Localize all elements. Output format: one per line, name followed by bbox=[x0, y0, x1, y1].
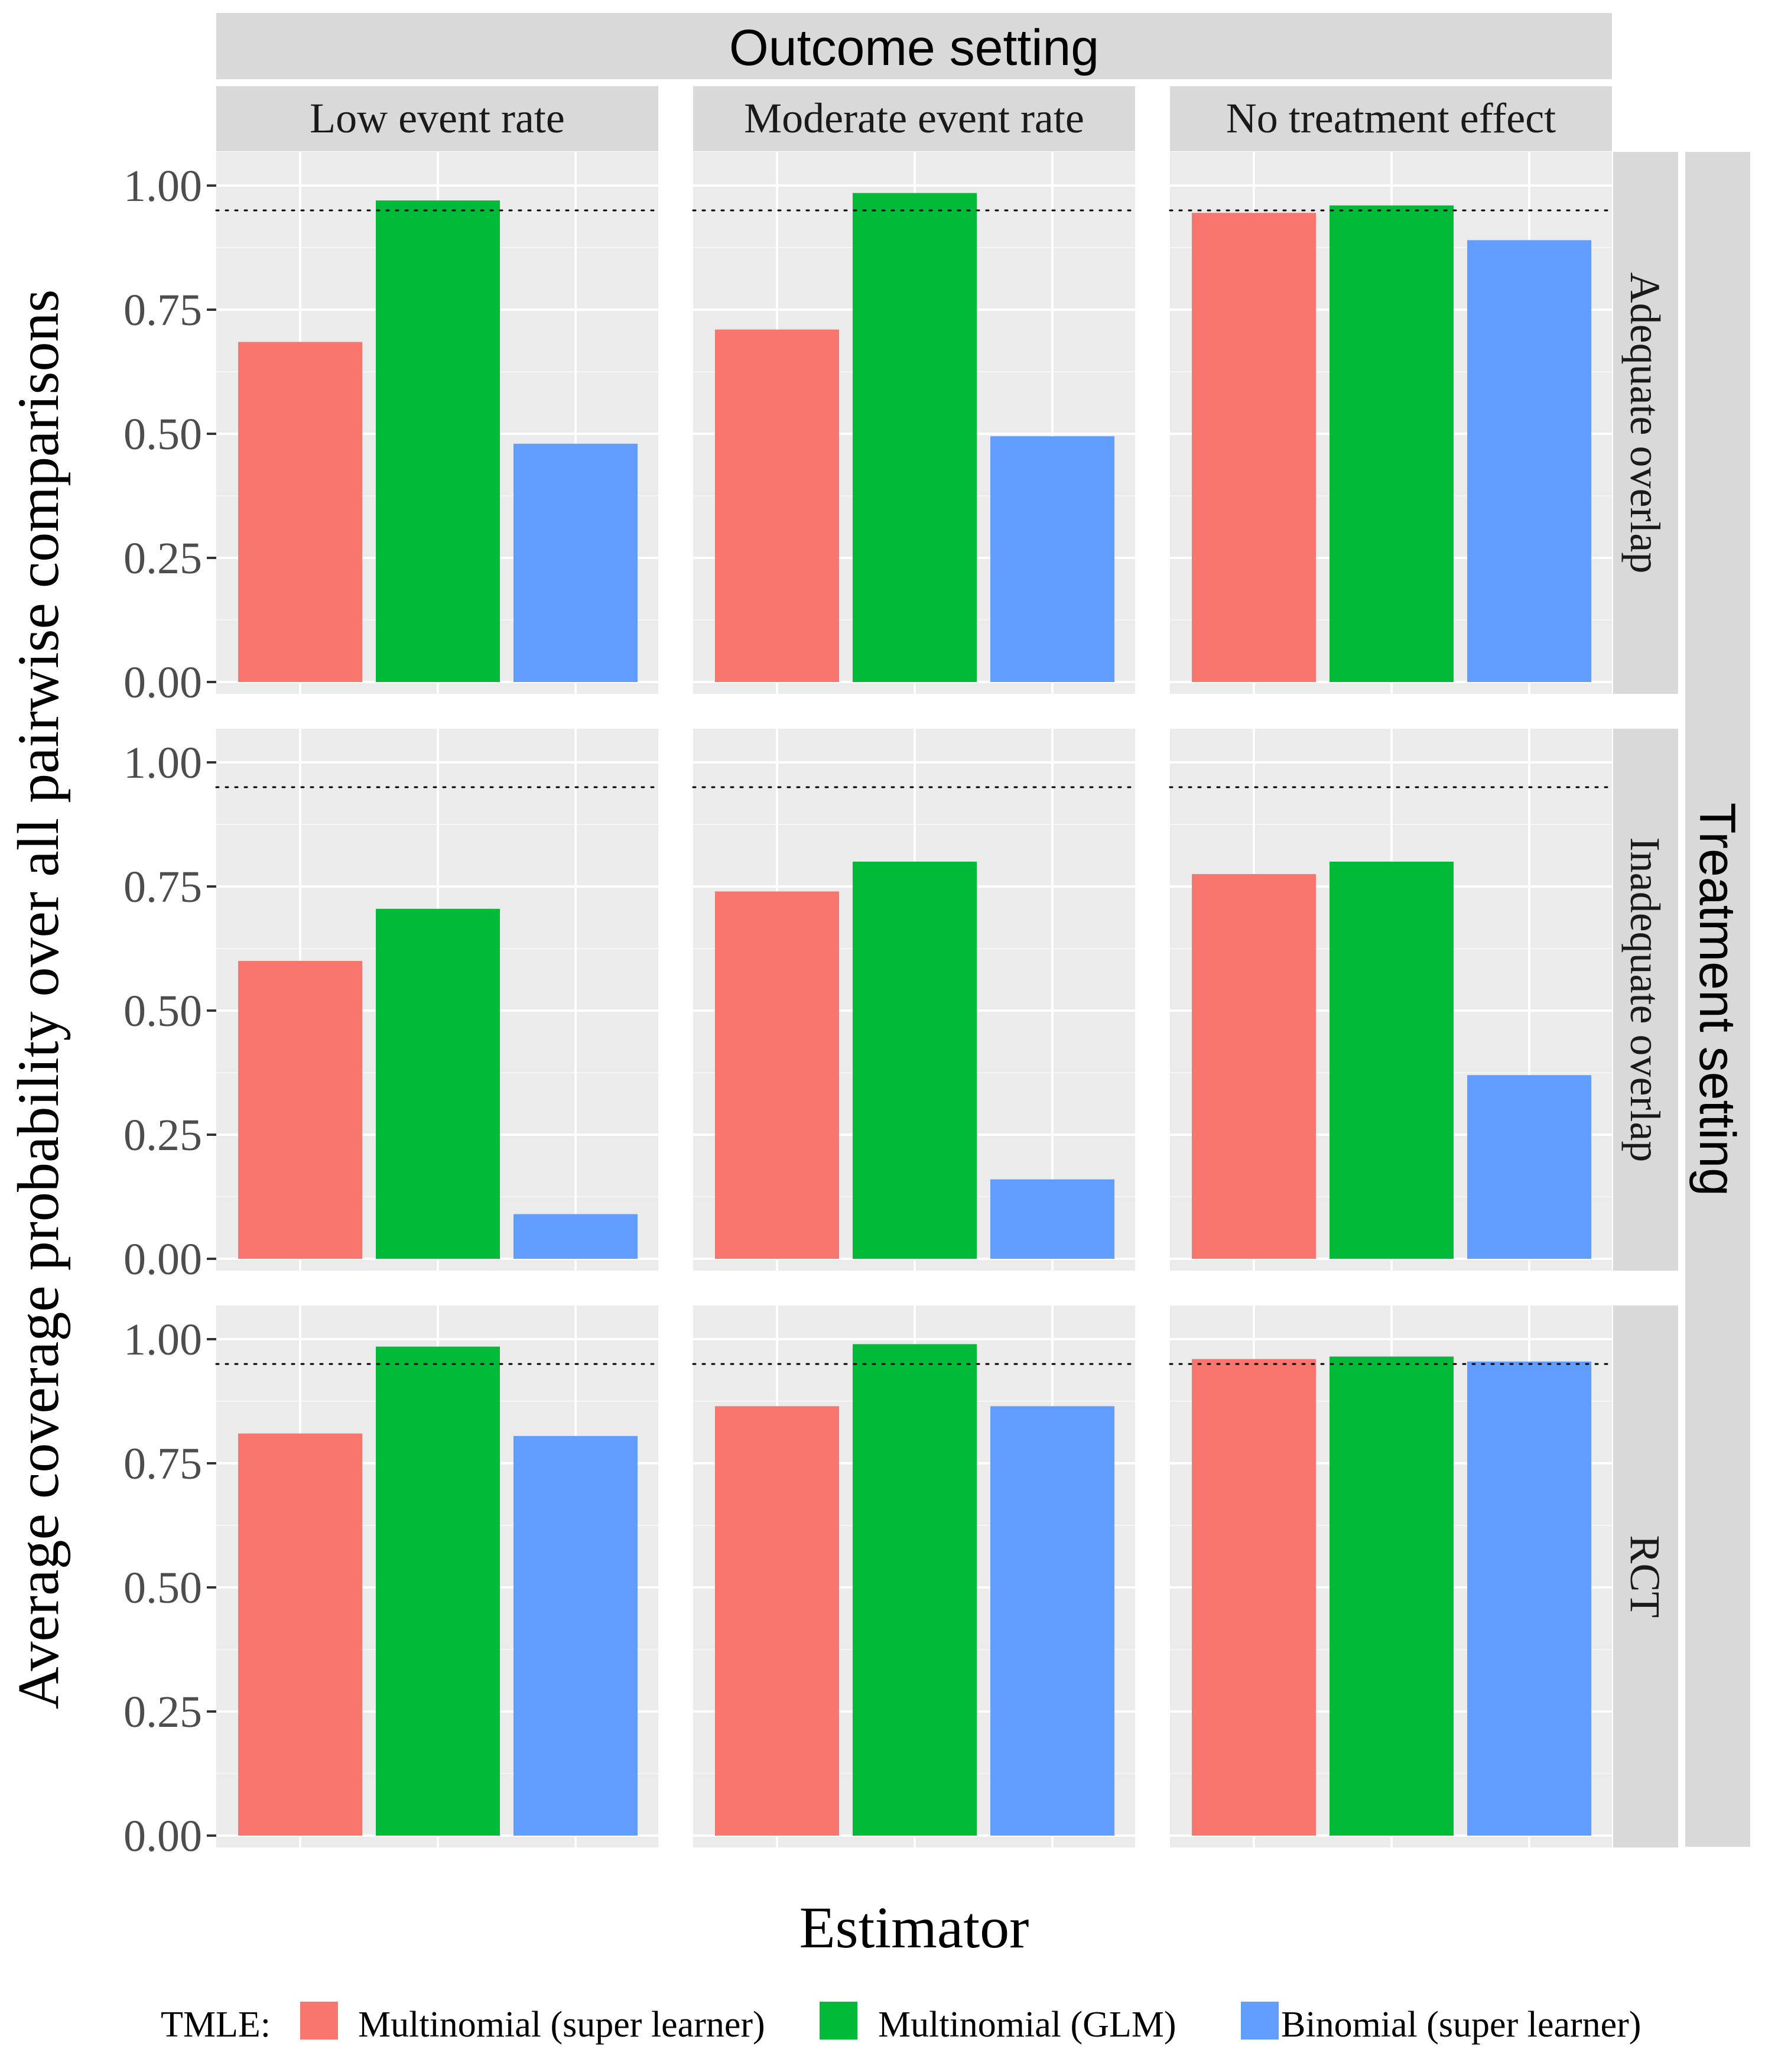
bar-binomial-super-learner-rct-low-event-rate bbox=[513, 1436, 638, 1836]
bar-multinomial-glm-adequate-overlap-low-event-rate bbox=[376, 200, 500, 682]
bar-binomial-super-learner-adequate-overlap-low-event-rate bbox=[513, 443, 638, 682]
y-axis-inadequate-overlap: 0.00 0.25 0.50 0.75 1.00 bbox=[123, 738, 216, 1284]
y-tick-label: 0.50 bbox=[123, 410, 202, 459]
y-tick-label: 1.00 bbox=[123, 738, 202, 788]
legend-label-multinomial-super-learner: Multinomial (super learner) bbox=[358, 2005, 765, 2045]
row-strip-inadequate-overlap bbox=[1613, 729, 1678, 1271]
column-strip-label-moderate-event-rate: Moderate event rate bbox=[744, 95, 1084, 142]
y-tick-label: 0.50 bbox=[123, 1563, 202, 1613]
column-strip-low-event-rate bbox=[216, 86, 658, 151]
y-tick-label: 0.25 bbox=[123, 1687, 202, 1737]
legend-label-binomial-super-learner: Binomial (super learner) bbox=[1281, 2005, 1641, 2045]
bar-multinomial-super-learner-adequate-overlap-low-event-rate bbox=[238, 342, 362, 682]
treatment-setting-title: Treatment setting bbox=[1689, 803, 1746, 1196]
bar-multinomial-glm-inadequate-overlap-no-treatment-effect bbox=[1330, 862, 1454, 1259]
bar-binomial-super-learner-inadequate-overlap-low-event-rate bbox=[513, 1214, 638, 1259]
bar-multinomial-glm-rct-no-treatment-effect bbox=[1330, 1356, 1454, 1836]
outcome-setting-strip bbox=[216, 13, 1612, 79]
panel-adequate-overlap-no-treatment-effect bbox=[1169, 152, 1613, 694]
treatment-setting-strip bbox=[1685, 152, 1750, 1847]
legend-key-binomial-super-learner bbox=[1241, 2002, 1279, 2039]
y-axes: 0.00 0.25 0.50 0.75 1.00 0.00 0.25 0.50 0.75 1.00… bbox=[123, 161, 216, 1861]
facet-strips: Low event rate Moderate event rate No trea… bbox=[216, 86, 1678, 1847]
x-axis-title: Estimator bbox=[799, 1895, 1029, 1960]
bar-binomial-super-learner-rct-moderate-event-rate bbox=[990, 1406, 1114, 1836]
y-tick-label: 0.00 bbox=[123, 1235, 202, 1284]
bar-multinomial-glm-inadequate-overlap-moderate-event-rate bbox=[853, 862, 977, 1259]
column-strip-label-low-event-rate: Low event rate bbox=[310, 95, 565, 142]
row-strip-label-rct: RCT bbox=[1621, 1535, 1669, 1618]
bar-binomial-super-learner-inadequate-overlap-no-treatment-effect bbox=[1467, 1075, 1591, 1259]
bar-multinomial-glm-rct-moderate-event-rate bbox=[853, 1344, 977, 1836]
bar-multinomial-glm-rct-low-event-rate bbox=[376, 1346, 500, 1836]
panel-rct-no-treatment-effect bbox=[1169, 1305, 1613, 1847]
column-strip-no-treatment-effect bbox=[1170, 86, 1612, 151]
bar-binomial-super-learner-adequate-overlap-no-treatment-effect bbox=[1467, 240, 1591, 682]
outcome-setting-title: Outcome setting bbox=[729, 20, 1099, 76]
row-strip-rct bbox=[1613, 1305, 1678, 1847]
y-tick-label: 0.25 bbox=[123, 1110, 202, 1160]
y-axis-title: Average coverage probability over all pa… bbox=[5, 290, 71, 1710]
y-tick-label: 0.25 bbox=[123, 534, 202, 583]
y-axis-adequate-overlap: 0.00 0.25 0.50 0.75 1.00 bbox=[123, 161, 216, 707]
bar-multinomial-super-learner-inadequate-overlap-low-event-rate bbox=[238, 961, 362, 1259]
column-strip-moderate-event-rate bbox=[693, 86, 1135, 151]
bar-multinomial-glm-adequate-overlap-no-treatment-effect bbox=[1330, 205, 1454, 683]
y-tick-label: 0.75 bbox=[123, 285, 202, 335]
panel-inadequate-overlap-low-event-rate bbox=[215, 729, 659, 1271]
bar-multinomial-super-learner-adequate-overlap-no-treatment-effect bbox=[1192, 213, 1316, 682]
y-tick-label: 0.00 bbox=[123, 658, 202, 707]
panel-rct-low-event-rate bbox=[215, 1305, 659, 1847]
bar-multinomial-super-learner-inadequate-overlap-moderate-event-rate bbox=[715, 891, 839, 1259]
bar-multinomial-super-learner-rct-moderate-event-rate bbox=[715, 1406, 839, 1836]
bar-multinomial-super-learner-inadequate-overlap-no-treatment-effect bbox=[1192, 874, 1316, 1259]
bar-binomial-super-learner-rct-no-treatment-effect bbox=[1467, 1361, 1591, 1836]
y-tick-label: 0.75 bbox=[123, 1439, 202, 1489]
y-tick-label: 0.00 bbox=[123, 1811, 202, 1861]
bar-multinomial-glm-inadequate-overlap-low-event-rate bbox=[376, 908, 500, 1259]
column-strip-label-no-treatment-effect: No treatment effect bbox=[1226, 95, 1556, 142]
bar-binomial-super-learner-inadequate-overlap-moderate-event-rate bbox=[990, 1179, 1114, 1259]
y-axis-rct: 0.00 0.25 0.50 0.75 1.00 bbox=[123, 1315, 216, 1861]
legend-key-multinomial-glm bbox=[820, 2002, 857, 2039]
y-tick-label: 1.00 bbox=[123, 161, 202, 211]
bar-multinomial-glm-adequate-overlap-moderate-event-rate bbox=[853, 193, 977, 683]
bar-multinomial-super-learner-rct-no-treatment-effect bbox=[1192, 1359, 1316, 1836]
bar-binomial-super-learner-adequate-overlap-moderate-event-rate bbox=[990, 436, 1114, 682]
row-strip-label-inadequate-overlap: Inadequate overlap bbox=[1621, 837, 1669, 1162]
y-tick-label: 0.75 bbox=[123, 862, 202, 912]
panel-adequate-overlap-low-event-rate bbox=[215, 152, 659, 694]
bar-multinomial-super-learner-adequate-overlap-moderate-event-rate bbox=[715, 329, 839, 682]
panel-inadequate-overlap-moderate-event-rate bbox=[692, 729, 1136, 1271]
legend-key-multinomial-super-learner bbox=[300, 2002, 338, 2039]
row-strip-label-adequate-overlap: Adequate overlap bbox=[1621, 272, 1669, 574]
y-tick-label: 0.50 bbox=[123, 986, 202, 1036]
legend-title: TMLE: bbox=[161, 2005, 271, 2045]
row-strip-adequate-overlap bbox=[1613, 152, 1678, 694]
panel-inadequate-overlap-no-treatment-effect bbox=[1169, 729, 1613, 1271]
legend: TMLE: Multinomial (super learner) Multin… bbox=[161, 2002, 1641, 2045]
panel-adequate-overlap-moderate-event-rate bbox=[692, 152, 1136, 694]
panel-rct-moderate-event-rate bbox=[692, 1305, 1136, 1847]
legend-label-multinomial-glm: Multinomial (GLM) bbox=[878, 2005, 1176, 2045]
facet-panels bbox=[215, 152, 1613, 1847]
y-tick-label: 1.00 bbox=[123, 1315, 202, 1365]
bar-multinomial-super-learner-rct-low-event-rate bbox=[238, 1433, 362, 1836]
